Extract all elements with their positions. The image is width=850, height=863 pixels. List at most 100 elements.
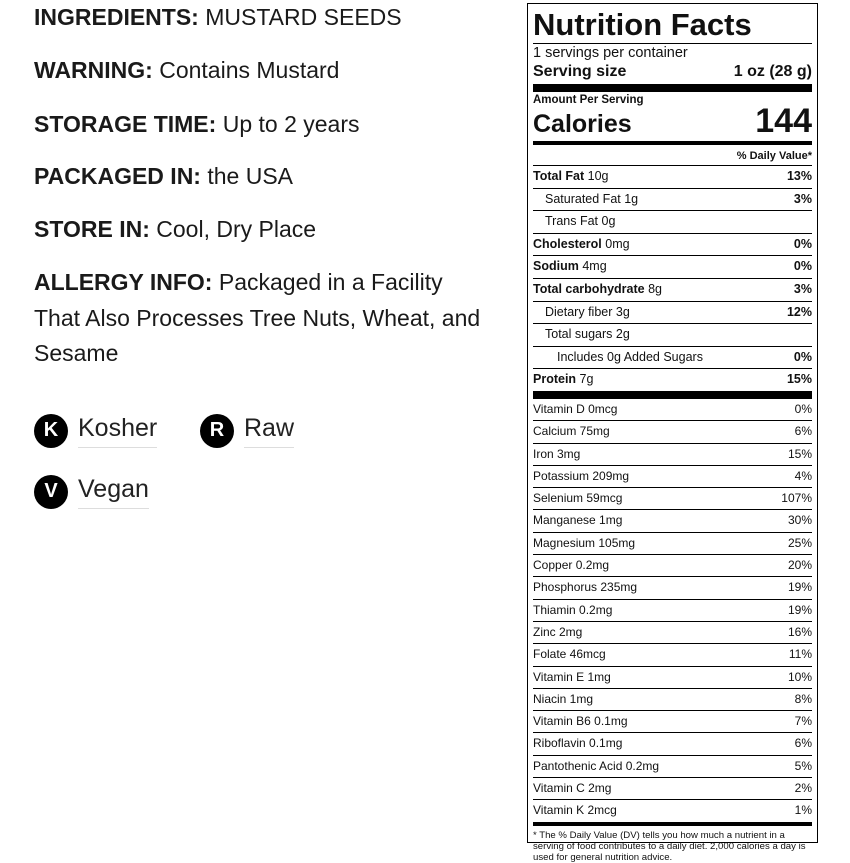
nutrient-dv: 12% [786, 304, 812, 319]
nutrient-row-total-fat: Total Fat 10g 13% [533, 165, 812, 188]
nutrient-amount: 2g [615, 327, 630, 342]
nutrient-row-cholesterol: Cholesterol 0mg 0% [533, 232, 812, 256]
vitamin-dv: 20% [787, 558, 812, 573]
storage-time-line: STORAGE TIME: Up to 2 years [34, 107, 360, 142]
vitamin-row: Potassium 209mg 4% [533, 464, 812, 487]
vitamin-name: Potassium 209mg [533, 468, 630, 483]
vitamin-dv: 19% [787, 602, 812, 617]
vitamin-name: Vitamin K 2mcg [533, 803, 617, 818]
vitamin-name: Vitamin C 2mg [533, 780, 612, 795]
serving-size-value: 1 oz (28 g) [733, 63, 812, 80]
nutrient-row-total-sugars: Total sugars 2g [533, 323, 812, 346]
nutrient-amount: 4mg [582, 259, 607, 274]
nutrient-name: Total sugars [545, 327, 613, 342]
vitamin-row: Calcium 75mg 6% [533, 420, 812, 442]
vitamin-dv: 10% [787, 669, 812, 684]
vitamin-dv: 7% [794, 714, 812, 729]
vitamin-name: Magnesium 105mg [533, 535, 636, 550]
vitamin-row: Manganese 1mg 30% [533, 509, 812, 531]
vitamin-dv: 2% [794, 780, 812, 795]
nutrient-dv: 0% [793, 259, 812, 274]
vitamin-name: Copper 0.2mg [533, 558, 610, 573]
vitamin-name: Iron 3mg [533, 446, 581, 461]
vitamin-dv: 8% [794, 691, 812, 706]
vitamin-row: Selenium 59mcg 107% [533, 487, 812, 509]
calories-row: Calories 144 [533, 102, 812, 140]
vitamin-name: Vitamin E 1mg [533, 669, 611, 684]
vitamin-name: Calcium 75mg [533, 424, 610, 439]
vegan-icon: V [34, 474, 68, 509]
vitamin-dv: 107% [781, 491, 812, 506]
nutrient-name: Protein [533, 372, 577, 387]
serving-size: Serving size 1 oz (28 g) [533, 62, 812, 84]
vitamin-name: Vitamin B6 0.1mg [533, 714, 628, 729]
nutrient-dv: 0% [793, 236, 812, 251]
nutrient-name: Saturated Fat [545, 191, 621, 206]
nutrient-row-trans-fat: Trans Fat 0g [533, 210, 812, 233]
vitamin-row: Pantothenic Acid 0.2mg 5% [533, 754, 812, 777]
vitamin-dv: 6% [794, 736, 812, 751]
nutrient-amount: 7g [579, 372, 594, 387]
vitamin-list: Vitamin D 0mcg 0% Calcium 75mg 6% Iron 3mg… [533, 399, 812, 822]
vitamin-row: Thiamin 0.2mg 19% [533, 598, 812, 621]
warning-value: Contains Mustard [159, 57, 340, 83]
nutrient-list: Total Fat 10g 13% Saturated Fat 1g 3% Tr… [533, 165, 812, 391]
vegan-label: Vegan [78, 474, 149, 509]
vitamin-name: Vitamin D 0mcg [533, 401, 618, 416]
vitamin-row: Iron 3mg 15% [533, 442, 812, 465]
vitamin-row: Niacin 1mg 8% [533, 687, 812, 710]
packaged-in-line: PACKAGED IN: the USA [34, 159, 293, 194]
vitamin-name: Manganese 1mg [533, 513, 623, 528]
nutrient-dv: 0% [793, 349, 812, 364]
packaged-in-label: PACKAGED IN: [34, 163, 201, 189]
vitamin-name: Thiamin 0.2mg [533, 602, 613, 617]
vitamin-row: Vitamin D 0mcg 0% [533, 399, 812, 420]
vitamin-name: Selenium 59mcg [533, 491, 623, 506]
nutrient-dv: 15% [786, 372, 812, 387]
amount-per-serving: Amount Per Serving [533, 94, 644, 106]
vitamin-row: Vitamin B6 0.1mg 7% [533, 710, 812, 732]
vitamin-name: Niacin 1mg [533, 691, 594, 706]
kosher-icon: K [34, 413, 68, 448]
kosher-label: Kosher [78, 413, 158, 448]
vitamin-dv: 11% [788, 647, 812, 662]
vitamin-name: Folate 46mcg [533, 647, 606, 662]
nutrient-amount: 1g [624, 191, 639, 206]
storage-time-label: STORAGE TIME: [34, 111, 217, 137]
servings-per-container: 1 servings per container [533, 45, 688, 61]
vitamin-row: Copper 0.2mg 20% [533, 554, 812, 576]
nutrient-row-dietary-fiber: Dietary fiber 3g 12% [533, 300, 812, 324]
allergy-label: ALLERGY INFO: [34, 269, 213, 295]
serving-size-label: Serving size [533, 63, 627, 80]
badge-raw: R Raw [200, 413, 295, 448]
vitamin-dv: 25% [787, 535, 812, 550]
nutrient-name: Trans Fat [545, 214, 599, 229]
badge-vegan: V Vegan [34, 474, 149, 509]
nutrient-name: Cholesterol [533, 236, 602, 251]
nutrient-amount: 10g [587, 169, 609, 183]
vitamin-dv: 30% [787, 513, 812, 528]
nutrient-row-total-carbohydrate: Total carbohydrate 8g 3% [533, 277, 812, 301]
store-in-label: STORE IN: [34, 216, 150, 242]
calories-value: 144 [755, 102, 812, 140]
storage-time-value: Up to 2 years [222, 111, 360, 137]
warning-line: WARNING: Contains Mustard [34, 53, 339, 88]
vitamin-dv: 6% [794, 424, 812, 439]
allergy-value: Packaged in a Facility That Also Process… [34, 269, 481, 366]
ingredients-line: INGREDIENTS: MUSTARD SEEDS [34, 0, 402, 35]
nutrient-row-protein: Protein 7g 15% [533, 368, 812, 391]
nutrient-name: Dietary fiber [545, 304, 613, 319]
vitamin-dv: 1% [794, 803, 812, 818]
nutrient-name: Total carbohydrate [533, 281, 645, 296]
raw-icon: R [200, 413, 234, 448]
daily-value-footnote: * The % Daily Value (DV) tells you how m… [533, 829, 806, 863]
packaged-in-value: the USA [207, 163, 294, 189]
vitamin-dv: 5% [794, 758, 812, 773]
allergy-info: ALLERGY INFO: Packaged in a Facility Tha… [34, 265, 494, 372]
daily-value-header: % Daily Value* [736, 150, 812, 162]
vitamin-row: Vitamin C 2mg 2% [533, 776, 812, 799]
vitamin-dv: 4% [794, 468, 812, 483]
nutrient-amount: 8g [648, 281, 662, 296]
store-in-line: STORE IN: Cool, Dry Place [34, 212, 316, 247]
vitamin-row: Folate 46mcg 11% [533, 643, 812, 665]
